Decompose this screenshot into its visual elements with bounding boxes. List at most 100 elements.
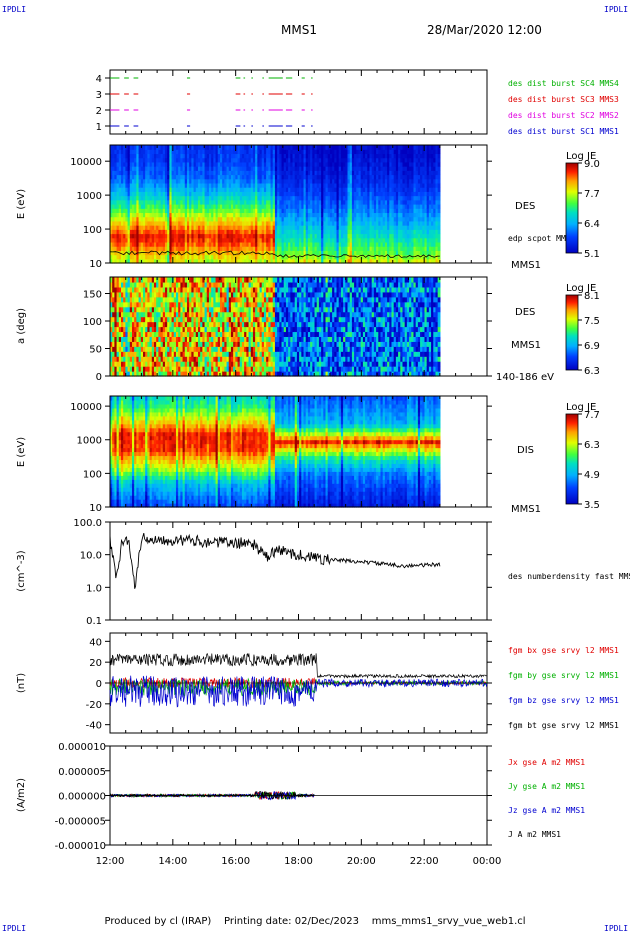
spectrogram-cell <box>393 174 397 180</box>
spectrogram-cell <box>215 182 219 188</box>
spectrogram-cell <box>171 336 175 342</box>
spectrogram-cell <box>131 246 135 251</box>
spectrogram-cell <box>398 187 401 192</box>
spectrogram-cell <box>171 246 175 251</box>
spectrogram-cell <box>272 220 276 226</box>
spectrogram-cell <box>228 166 232 171</box>
spectrogram-cell <box>151 216 155 222</box>
spectrogram-cell <box>142 216 146 222</box>
spectrogram-cell <box>202 187 206 192</box>
spectrogram-cell <box>417 225 421 230</box>
spectrogram-cell <box>277 216 280 222</box>
spectrogram-cell <box>424 229 428 235</box>
spectrogram-cell <box>169 229 173 235</box>
spectrogram-cell <box>182 225 186 230</box>
spectrogram-cell <box>332 254 335 260</box>
spectrogram-cell <box>204 178 208 184</box>
spectrogram-cell <box>131 161 135 167</box>
spectrogram-cell <box>158 356 162 362</box>
spectrogram-cell <box>288 195 291 201</box>
spectrogram-cell <box>402 212 406 218</box>
spectrogram-cell <box>160 326 164 333</box>
spectrogram-cell <box>175 237 179 243</box>
spectrogram-cell <box>347 250 351 256</box>
spectrogram-cell <box>371 187 375 192</box>
spectrogram-cell <box>120 331 124 337</box>
spectrogram-cell <box>316 170 320 176</box>
spectrogram-cell <box>142 212 146 218</box>
spectrogram-cell <box>167 204 170 209</box>
spectrogram-cell <box>173 341 177 347</box>
spectrogram-cell <box>409 212 412 218</box>
spectrogram-cell <box>147 346 151 352</box>
spectrogram-cell <box>263 145 267 150</box>
spectrogram-cell <box>125 199 129 205</box>
spectrogram-cell <box>186 195 190 201</box>
spectrogram-cell <box>182 291 186 298</box>
spectrogram-cell <box>371 161 375 167</box>
spectrogram-cell <box>369 166 373 171</box>
spectrogram-cell <box>422 187 426 192</box>
spectrogram-cell <box>411 166 415 171</box>
spectrogram-cell <box>226 166 230 171</box>
spectrogram-cell <box>200 229 203 235</box>
spectrogram-cell <box>336 166 340 171</box>
spectrogram-cell <box>274 254 278 260</box>
spectrogram-cell <box>400 153 404 159</box>
spectrogram-cell <box>237 157 241 163</box>
spectrogram-cell <box>178 341 181 347</box>
spectrogram-cell <box>389 166 393 171</box>
spectrogram-cell <box>281 174 285 180</box>
spectrogram-cell <box>160 241 164 247</box>
spectrogram-cell <box>182 233 186 239</box>
spectrogram-cell <box>307 161 311 167</box>
spectrogram-cell <box>340 178 344 184</box>
spectrogram-cell <box>378 187 382 192</box>
spectrogram-cell <box>230 246 234 251</box>
spectrogram-cell <box>380 241 384 247</box>
spectrogram-cell <box>131 220 135 226</box>
spectrogram-cell <box>224 216 228 222</box>
spectrogram-cell <box>151 296 155 303</box>
spectrogram-cell <box>131 277 135 283</box>
spectrogram-cell <box>230 204 234 209</box>
spectrogram-cell <box>356 191 360 197</box>
spectrogram-cell <box>195 187 199 192</box>
spectrogram-cell <box>147 341 151 347</box>
spectrogram-cell <box>151 311 155 318</box>
spectrogram-cell <box>382 208 386 214</box>
spectrogram-cell <box>384 178 388 184</box>
spectrogram-cell <box>142 241 146 247</box>
spectrogram-cell <box>329 166 333 171</box>
spectrogram-cell <box>259 153 263 159</box>
spectrogram-cell <box>230 166 234 171</box>
spectrogram-cell <box>314 258 318 264</box>
spectrogram-cell <box>411 241 415 247</box>
spectrogram-cell <box>153 233 157 239</box>
spectrogram-cell <box>334 187 338 192</box>
spectrogram-cell <box>134 277 137 283</box>
spectrogram-cell <box>241 170 245 176</box>
spectrogram-cell <box>301 208 305 214</box>
spectrogram-cell <box>277 153 280 159</box>
spectrogram-cell <box>147 149 151 155</box>
spectrogram-cell <box>186 254 190 260</box>
spectrogram-cell <box>422 250 426 256</box>
spectrogram-cell <box>266 149 269 155</box>
spectrogram-cell <box>237 191 241 197</box>
spectrogram-cell <box>266 153 269 159</box>
spectrogram-cell <box>373 145 377 150</box>
spectrogram-cell <box>433 161 437 167</box>
spectrogram-cell <box>305 237 309 243</box>
spectrogram-cell <box>415 174 419 180</box>
spectrogram-cell <box>285 208 289 214</box>
spectrogram-cell <box>378 254 382 260</box>
spectrogram-cell <box>110 366 113 372</box>
spectrogram-cell <box>321 246 324 251</box>
spectrogram-cell <box>292 157 296 163</box>
spectrogram-cell <box>422 178 426 184</box>
spectrogram-cell <box>184 246 188 251</box>
spectrogram-cell <box>389 182 393 188</box>
spectrogram-cell <box>426 237 430 243</box>
